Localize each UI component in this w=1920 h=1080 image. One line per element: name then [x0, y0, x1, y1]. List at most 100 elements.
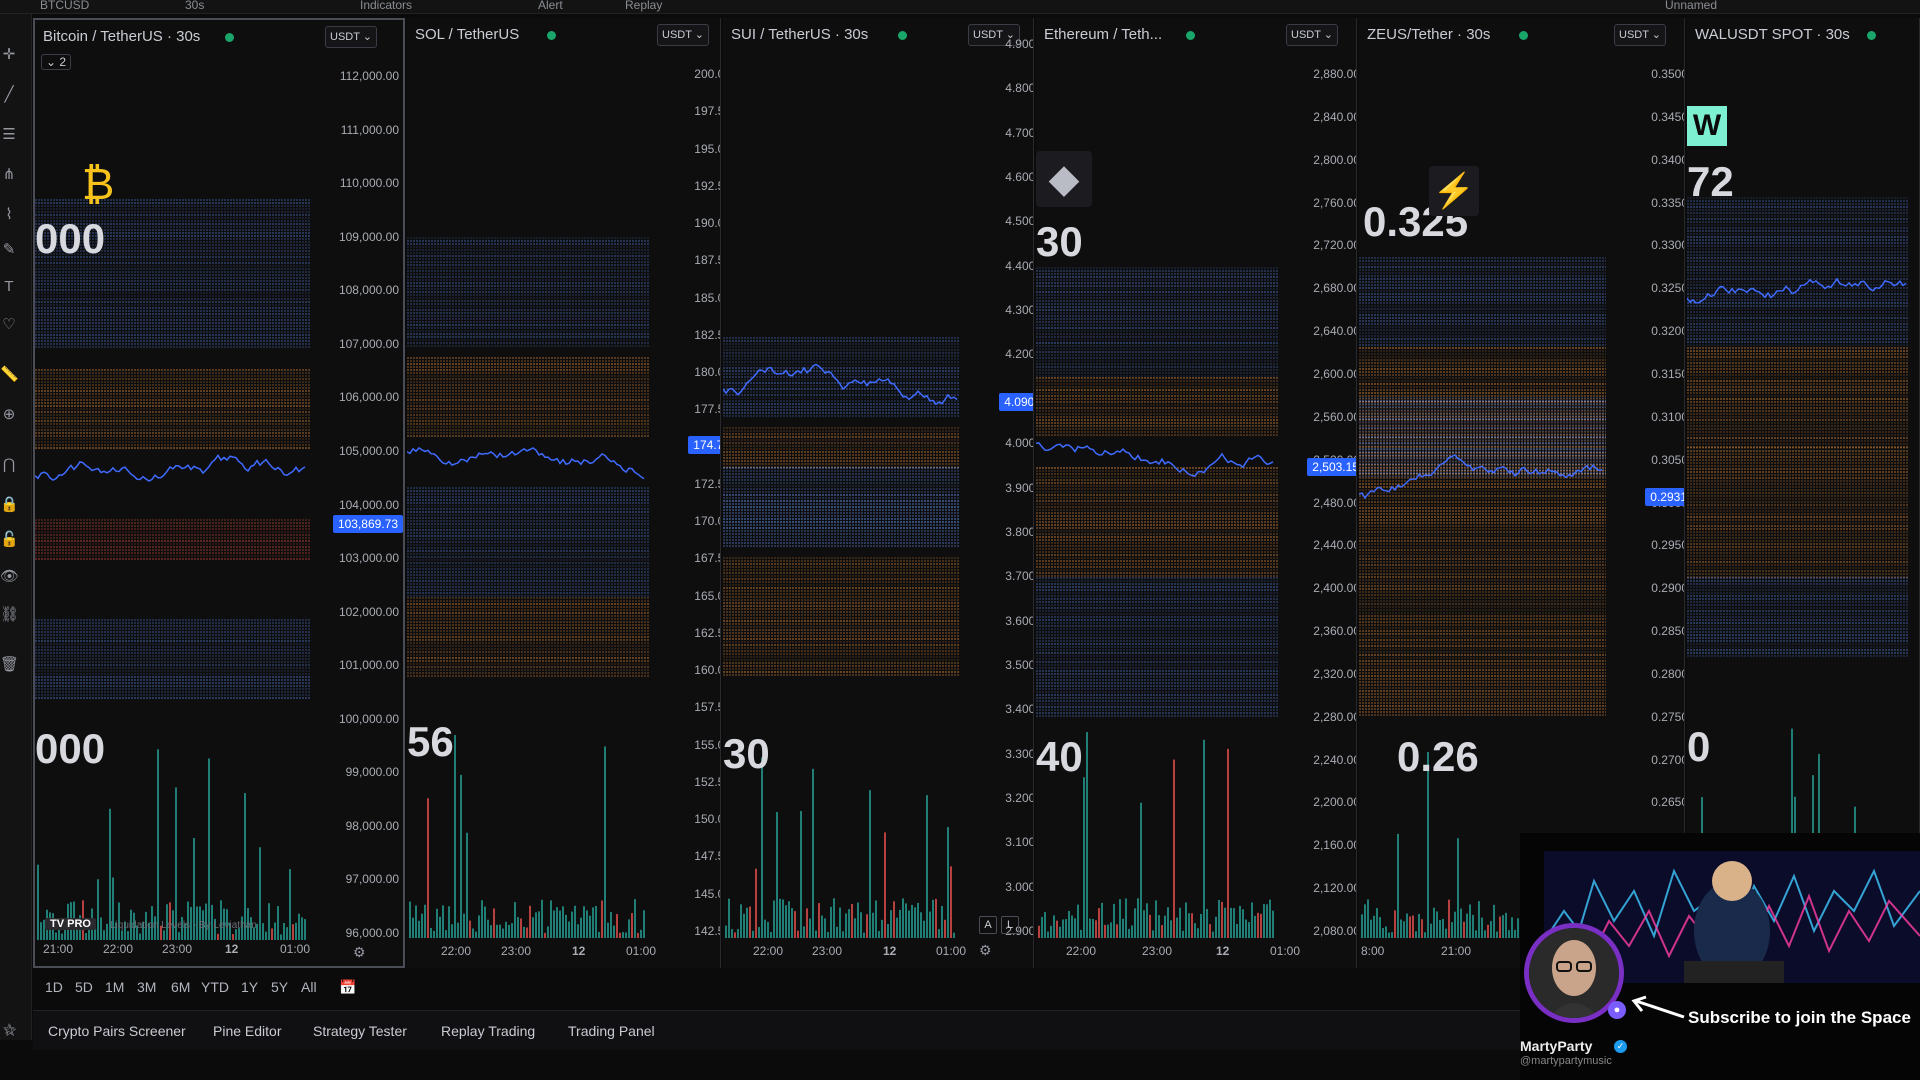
- link-icon[interactable]: ⛓: [0, 606, 20, 623]
- auto-scale-button[interactable]: A: [979, 916, 997, 934]
- symbol-search[interactable]: BTCUSD: [40, 0, 90, 12]
- price-axis[interactable]: 0.3500 0.3450 0.3400 0.3350 0.3300 0.3250 0.32…: [1614, 18, 1685, 938]
- eye-icon[interactable]: 👁: [0, 568, 20, 585]
- magnet-icon[interactable]: ⋂: [2, 456, 16, 473]
- chart-pane-3[interactable]: SUI / TetherUS · 30s USDT ⌄4.90004.80004.…: [723, 18, 1034, 968]
- lock-drawings-icon[interactable]: 🔒: [0, 496, 19, 513]
- price-plot[interactable]: [35, 20, 318, 940]
- range-button-5y[interactable]: 5Y: [271, 979, 289, 995]
- volume-bar: [953, 932, 955, 938]
- pitchfork-icon[interactable]: ⋔: [2, 166, 16, 183]
- favorites-star-icon[interactable]: ☆: [3, 1023, 18, 1040]
- price-tick-label: 0.3400: [1651, 152, 1685, 167]
- volume-bar: [1397, 833, 1399, 938]
- chart-pane-4[interactable]: Ethereum / Teth... USDT ⌄ 2,880.00 2,840.00…: [1036, 18, 1357, 968]
- crosshair-icon[interactable]: ✛: [2, 46, 16, 63]
- chart-pane-1[interactable]: Bitcoin / TetherUS · 30s ⌄ 2 USDT ⌄ 112,000…: [33, 18, 405, 968]
- price-line: [723, 363, 958, 406]
- time-tick-label: 12: [225, 942, 239, 956]
- currency-selector[interactable]: USDT ⌄: [1286, 24, 1339, 46]
- pane-symbol-title[interactable]: Bitcoin / TetherUS · 30s: [43, 28, 201, 45]
- collapse-indicators-button[interactable]: ⌄ 2: [41, 54, 72, 70]
- range-button-6m[interactable]: 6M: [171, 979, 191, 995]
- market-open-dot-icon: [1519, 31, 1528, 40]
- price-tick-label: 106,000.00: [338, 390, 399, 405]
- drawing-toolbar: ✛ ╱ ☰ ⋔ ⌇ ✎ T ♡ 📏 ⊕ ⋂ 🔒 🔓 👁 ⛓ 🗑 ☆: [0, 14, 32, 1040]
- currency-selector[interactable]: USDT ⌄: [325, 26, 378, 48]
- volume-bar: [914, 907, 916, 938]
- price-axis[interactable]: 200.00 197.50 195.00 192.50 190.00 187.50 185.…: [657, 18, 720, 938]
- volume-bar: [451, 924, 453, 938]
- pane-symbol-title[interactable]: ZEUS/Tether · 30s: [1367, 26, 1491, 43]
- price-plot[interactable]: [723, 18, 968, 938]
- price-plot[interactable]: [1687, 18, 1917, 938]
- layout-name[interactable]: Unnamed: [1665, 0, 1718, 12]
- range-button-ytd[interactable]: YTD: [201, 979, 229, 995]
- lock-icon[interactable]: 🔓: [0, 531, 19, 548]
- price-plot[interactable]: [1036, 18, 1286, 938]
- zoom-icon[interactable]: ⊕: [2, 406, 16, 423]
- log-scale-button[interactable]: L: [1001, 916, 1019, 934]
- volume-bar: [226, 909, 228, 940]
- currency-selector[interactable]: USDT ⌄: [968, 24, 1021, 46]
- bottom-tab-crypto-pairs-screener[interactable]: Crypto Pairs Screener: [48, 1023, 186, 1039]
- chart-pane-2[interactable]: SOL / TetherUS USDT ⌄ 200.00 197.50 195.00 19…: [407, 18, 721, 968]
- bottom-tab-pine-editor[interactable]: Pine Editor: [213, 1023, 282, 1039]
- currency-selector[interactable]: USDT ⌄: [1614, 24, 1667, 46]
- chart-pane-5[interactable]: ZEUS/Tether · 30s USDT ⌄ 0.3500 0.3450 0.340…: [1359, 18, 1685, 968]
- chart-settings-gear-icon[interactable]: ⚙: [353, 944, 366, 960]
- range-button-1d[interactable]: 1D: [45, 979, 63, 995]
- star-icon[interactable]: ☆: [2, 1021, 16, 1038]
- time-tick-label: 8:00: [1361, 944, 1385, 958]
- range-button-1m[interactable]: 1M: [105, 979, 125, 995]
- volume-bar: [1394, 910, 1396, 938]
- volume-bar: [412, 917, 414, 938]
- heart-icon[interactable]: ♡: [2, 316, 16, 333]
- price-plot[interactable]: [1359, 18, 1614, 938]
- price-axis[interactable]: 112,000.00 111,000.00 110,000.00 109,000.00…: [325, 20, 403, 940]
- range-button-3m[interactable]: 3M: [137, 979, 157, 995]
- time-axis[interactable]: 22:00 23:00 12 01:00: [1036, 944, 1300, 962]
- currency-selector[interactable]: USDT ⌄: [657, 24, 710, 46]
- text-icon[interactable]: T: [4, 278, 14, 295]
- interval-button[interactable]: 30s: [185, 0, 205, 12]
- indicators-button[interactable]: Indicators: [360, 0, 413, 12]
- indicator-watermark: Liquidation Levels - By Leviathan: [110, 920, 257, 931]
- bottom-tab-strategy-tester[interactable]: Strategy Tester: [313, 1023, 407, 1039]
- time-axis[interactable]: 8:00 21:00: [1359, 944, 1614, 962]
- volume-bar: [1215, 916, 1217, 938]
- brush-icon[interactable]: ✎: [2, 241, 16, 258]
- volume-bar: [1119, 899, 1121, 938]
- fib-icon[interactable]: ☰: [2, 126, 16, 143]
- pane-symbol-title[interactable]: WALUSDT SPOT · 30s: [1695, 26, 1850, 43]
- volume-bar: [151, 906, 153, 940]
- volume-bar: [1062, 919, 1064, 938]
- market-open-dot-icon: [898, 31, 907, 40]
- trash-icon[interactable]: 🗑: [0, 656, 20, 673]
- bottom-tab-trading-panel[interactable]: Trading Panel: [568, 1023, 655, 1039]
- alert-button[interactable]: Alert: [538, 0, 563, 12]
- pane-symbol-title[interactable]: SOL / TetherUS: [415, 26, 520, 43]
- time-axis[interactable]: 22:00 23:00 12 01:00: [407, 944, 657, 962]
- range-button-all[interactable]: All: [301, 979, 317, 995]
- pane-symbol-title[interactable]: Ethereum / Teth...: [1044, 26, 1163, 43]
- streamer-avatar[interactable]: [1524, 923, 1624, 1023]
- volume-bar: [223, 908, 225, 940]
- pane-symbol-title[interactable]: SUI / TetherUS · 30s: [731, 26, 869, 43]
- ruler-icon[interactable]: 📏: [0, 366, 19, 383]
- pattern-icon[interactable]: ⌇: [5, 206, 13, 223]
- time-axis[interactable]: 22:00 23:00 12 01:00: [723, 944, 968, 962]
- range-button-1y[interactable]: 1Y: [241, 979, 259, 995]
- price-plot[interactable]: [407, 18, 657, 938]
- chart-settings-gear-icon[interactable]: ⚙: [979, 942, 992, 958]
- range-button-5d[interactable]: 5D: [75, 979, 93, 995]
- replay-button[interactable]: Replay: [625, 0, 663, 12]
- price-tick-label: 110,000.00: [339, 176, 399, 191]
- time-axis[interactable]: 21:00 22:00 23:00 12 01:00: [35, 942, 318, 960]
- price-axis[interactable]: 2,880.00 2,840.00 2,800.00 2,760.00 2,720.00…: [1286, 18, 1356, 938]
- bottom-tab-replay-trading[interactable]: Replay Trading: [441, 1023, 536, 1039]
- trendline-icon[interactable]: ╱: [4, 86, 14, 103]
- go-to-date-calendar-icon[interactable]: 📅: [339, 979, 357, 995]
